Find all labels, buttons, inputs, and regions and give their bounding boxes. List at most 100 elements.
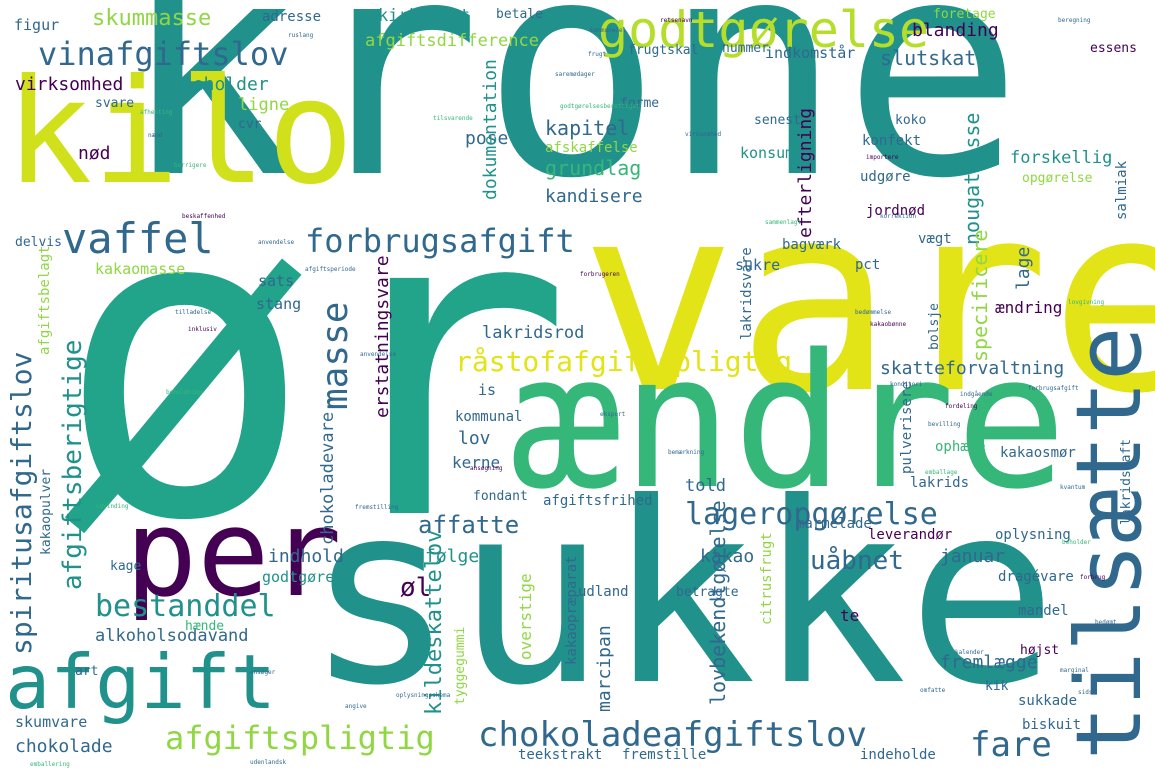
word-delvis: delvis <box>15 235 62 250</box>
word-raastofafgiftspligtig: råstofafgiftspligtig <box>455 345 793 378</box>
word-stang: stang <box>256 295 302 313</box>
word-afgiftspligtig: afgiftspligtig <box>165 719 435 757</box>
word-tiny: udenlandsk <box>250 759 287 766</box>
word-tiny: bedømmelse <box>855 309 892 316</box>
word-lovbekendtgoerelse: lovbekendtgørelse <box>706 500 730 705</box>
word-tiny: angive <box>345 703 367 710</box>
word-noed: nød <box>78 143 111 164</box>
word-skumvare: skumvare <box>15 713 88 731</box>
word-tiny: kakaobønne <box>870 321 907 328</box>
word-tiny: anvendelse <box>258 239 295 246</box>
word-overstige: overstige <box>516 573 535 660</box>
word-teekstrakt: teekstrakt <box>518 747 603 763</box>
word-konfekt: konfekt <box>862 133 922 149</box>
word-lakrids: lakrids <box>910 475 970 491</box>
word-bagvaerk: bagværk <box>782 237 842 253</box>
word-marcipan: marcipan <box>594 625 615 712</box>
word-fremlaegge: fremlægge <box>940 652 1038 673</box>
word-betale: betale <box>496 7 543 22</box>
word-tiny: retsenavn <box>660 17 693 24</box>
word-afskaffelse: afskaffelse <box>545 140 638 156</box>
word-salmiak: salmiak <box>1114 160 1130 220</box>
word-kakaomasse: kakaomasse <box>95 260 186 278</box>
word-lage: lage <box>1013 246 1034 290</box>
word-pose: pose <box>465 128 509 149</box>
word-godtgoerelse: godtgørelse <box>598 1 930 59</box>
word-tiny: korrektion <box>880 213 917 220</box>
word-skatteforvaltning: skatteforvaltning <box>880 358 1065 379</box>
word-afgiftsfrihed: afgiftsfrihed <box>543 493 653 509</box>
word-haende: hænde <box>185 619 225 634</box>
word-vaegt: vægt <box>918 231 952 247</box>
word-kommunal: kommunal <box>455 409 523 425</box>
word-opgoerelse: opgørelse <box>1022 171 1093 186</box>
word-vinafgiftslov: vinafgiftslov <box>38 35 289 73</box>
word-tiny: tilsvarende <box>433 115 473 122</box>
word-kakaopulver: kakaopulver <box>39 468 54 555</box>
word-tiny: anvendelse <box>360 351 397 358</box>
word-alkoholsodavand: alkoholsodavand <box>95 626 249 646</box>
word-tiny: afhenting <box>140 109 173 116</box>
word-slutskat: slutskat <box>880 46 977 70</box>
word-chokolade: chokolade <box>15 736 113 757</box>
word-sukke: sukke <box>305 449 1058 740</box>
word-kakao: kakao <box>700 546 755 567</box>
word-lakridsvare: lakridsvare <box>739 247 755 340</box>
word-dragevare: dragévare <box>998 569 1074 585</box>
word-kilo: kilo <box>5 48 355 217</box>
word-bolsje: bolsje <box>927 303 942 350</box>
word-tiny: næmd <box>148 132 163 139</box>
word-nougatmasse: nougatmasse <box>960 112 984 245</box>
word-grundlag: grundlag <box>545 156 642 180</box>
word-indhold: indhold <box>268 546 344 567</box>
word-tiny: afgiftsperiode <box>305 266 356 273</box>
word-indkomstaar: indkomstår <box>765 44 856 62</box>
word-tiny: beregning <box>1058 17 1091 24</box>
word-figur: figur <box>14 16 60 34</box>
word-kik: kik <box>985 679 1009 694</box>
word-pulverisere: pulverisere <box>899 381 915 474</box>
word-senest: senest <box>754 113 801 128</box>
word-tiny: emballering <box>30 761 70 768</box>
word-te: te <box>840 606 860 625</box>
word-tiny: udvinding <box>96 503 129 510</box>
word-kapitel: kapitel <box>545 116 630 140</box>
word-fare: fare <box>970 725 1052 765</box>
word-tiny: konditori <box>890 381 923 388</box>
word-kirkeskat: kirkeskat <box>378 6 471 26</box>
word-spiritusafgiftslov: spiritusafgiftslov <box>5 351 38 655</box>
word-forskellig: forskellig <box>1010 148 1113 168</box>
word-tiny: godtgørelsesberettiget <box>560 103 640 110</box>
word-bestanddel: bestanddel <box>95 589 276 624</box>
word-tiny: indgående <box>960 391 993 398</box>
word-virksomhed: virksomhed <box>15 74 124 95</box>
word-konsum: konsum <box>740 144 795 162</box>
word-kakaosmoer: kakaosmør <box>1000 445 1076 461</box>
word-lageropgoerelse: lageropgørelse <box>685 497 938 532</box>
word-tiny: ruslang <box>288 32 314 39</box>
word-frugtskal: frugtskal <box>628 43 699 58</box>
word-specificere: specificere <box>968 229 992 362</box>
word-tiny: bemærkning <box>668 449 705 456</box>
word-tiny: marginal <box>1060 667 1089 674</box>
word-tiny: forbrugeren <box>580 271 620 278</box>
word-tiny: beholdning <box>166 389 203 396</box>
word-tiny: forbrug <box>1080 574 1106 581</box>
word-masse: masse <box>315 301 356 410</box>
word-kage: kage <box>110 559 142 574</box>
word-aendring: ændring <box>995 298 1063 317</box>
word-tiny: kalender <box>955 649 984 656</box>
word-tiny: bedømt <box>1095 619 1117 626</box>
word-dokumentation: dokumentation <box>480 59 501 200</box>
word-erstatningsvare: erstatningsvare <box>372 255 393 418</box>
word-godtgoere: godtgøre <box>262 568 335 586</box>
word-per: per <box>125 485 342 624</box>
word-chokoladevare: chokoladevare <box>318 411 338 545</box>
word-lakridsrod: lakridsrod <box>482 323 585 343</box>
word-tiny: kommunedel <box>590 27 627 34</box>
word-betragte: betragte <box>676 585 739 600</box>
word-tiny: sammenlagt <box>765 219 802 226</box>
word-vaffel: vaffel <box>62 214 214 263</box>
word-is: is <box>478 381 497 399</box>
word-koko: koko <box>895 113 927 128</box>
